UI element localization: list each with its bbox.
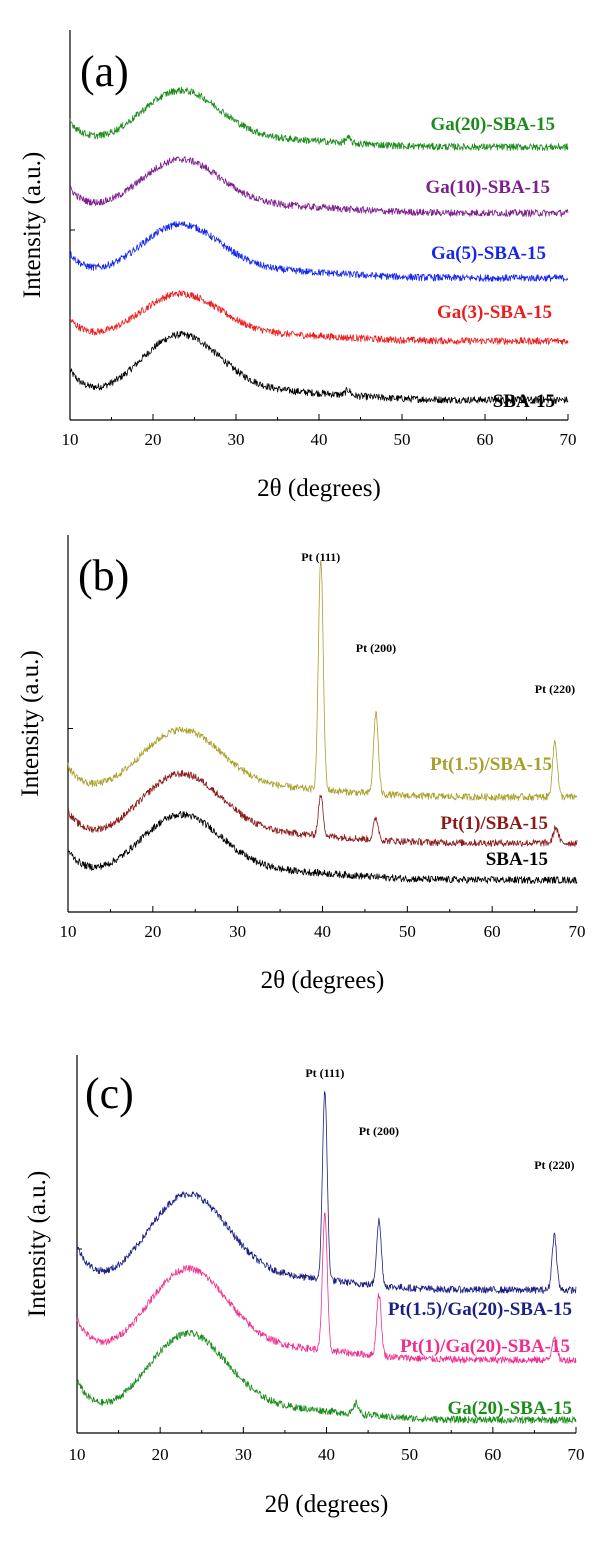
series-label: Pt(1.5)/SBA-15	[430, 754, 552, 775]
x-tick-label: 20	[145, 430, 162, 449]
series-label: Ga(5)-SBA-15	[431, 243, 546, 264]
x-tick-label: 60	[484, 1445, 501, 1464]
series-label: SBA-15	[493, 391, 555, 412]
panel-label: (a)	[80, 47, 129, 96]
series-label: Ga(10)-SBA-15	[425, 177, 550, 198]
x-tick-label: 30	[235, 1445, 252, 1464]
x-tick-label: 10	[62, 430, 79, 449]
y-axis-title: Intensity (a.u.)	[24, 1171, 51, 1317]
x-axis-title: 2θ (degrees)	[261, 967, 385, 994]
x-tick-label: 30	[228, 430, 245, 449]
series-label: Pt(1)/SBA-15	[440, 813, 548, 834]
x-tick-label: 50	[401, 1445, 418, 1464]
series-line-pt-1-ga-20-sba-15	[76, 1212, 577, 1364]
panel-label: (c)	[85, 1069, 134, 1118]
x-tick-label: 20	[144, 922, 161, 941]
series-line-pt-1-sba-15	[67, 770, 578, 847]
series-label: Pt(1.5)/Ga(20)-SBA-15	[388, 1299, 572, 1320]
peak-label: Pt (220)	[534, 1158, 574, 1172]
x-tick-label: 70	[568, 1445, 585, 1464]
peak-label: Pt (220)	[535, 682, 575, 696]
peak-label: Pt (111)	[305, 1066, 344, 1080]
x-tick-label: 60	[477, 430, 494, 449]
x-tick-label: 30	[229, 922, 246, 941]
x-tick-label: 70	[569, 922, 586, 941]
y-axis-title: Intensity (a.u.)	[17, 650, 44, 796]
panel-label: (b)	[78, 551, 129, 600]
series-label: Ga(20)-SBA-15	[447, 1398, 572, 1419]
peak-label: Pt (200)	[359, 1124, 399, 1138]
x-tick-label: 10	[69, 1445, 86, 1464]
series-label: Ga(20)-SBA-15	[430, 114, 555, 135]
panel-2: 10 20 30 40 50 60 70 2θ (degrees) Intensity (a.u…	[24, 1055, 585, 1518]
series-line-ga-10-sba-15	[69, 156, 569, 217]
series-label: Pt(1)/Ga(20)-SBA-15	[400, 1336, 570, 1357]
x-tick-label: 50	[394, 430, 411, 449]
series-label: SBA-15	[486, 849, 548, 870]
x-tick-label: 60	[484, 922, 501, 941]
series-line-ga-20-sba-15	[76, 1329, 577, 1424]
panel-0: 10 20 30 40 50 60 70 2θ (degrees) Intensity (a.u…	[19, 30, 577, 502]
series-line-ga-20-sba-15	[69, 86, 569, 151]
series-line-sba-15	[69, 330, 569, 404]
x-tick-label: 10	[60, 922, 77, 941]
x-axis-title: 2θ (degrees)	[257, 475, 381, 502]
peak-label: Pt (200)	[356, 641, 396, 655]
x-tick-label: 40	[314, 922, 331, 941]
x-tick-label: 40	[318, 1445, 335, 1464]
series-line-pt-1-5-sba-15	[67, 561, 578, 801]
panel-1: 10 20 30 40 50 60 70 2θ (degrees) Intensity (a.u…	[17, 535, 586, 994]
peak-label: Pt (111)	[301, 550, 340, 564]
series-line-ga-5-sba-15	[69, 221, 569, 282]
series-label: Ga(3)-SBA-15	[437, 302, 552, 323]
series-line-ga-3-sba-15	[69, 290, 569, 345]
x-tick-label: 70	[560, 430, 577, 449]
series-line-pt-1-5-ga-20-sba-15	[76, 1091, 577, 1294]
x-axis-title: 2θ (degrees)	[265, 1491, 389, 1518]
y-axis-title: Intensity (a.u.)	[19, 152, 46, 298]
x-tick-label: 50	[399, 922, 416, 941]
series-line-sba-15	[67, 811, 578, 884]
x-tick-label: 20	[152, 1445, 169, 1464]
x-tick-label: 40	[311, 430, 328, 449]
